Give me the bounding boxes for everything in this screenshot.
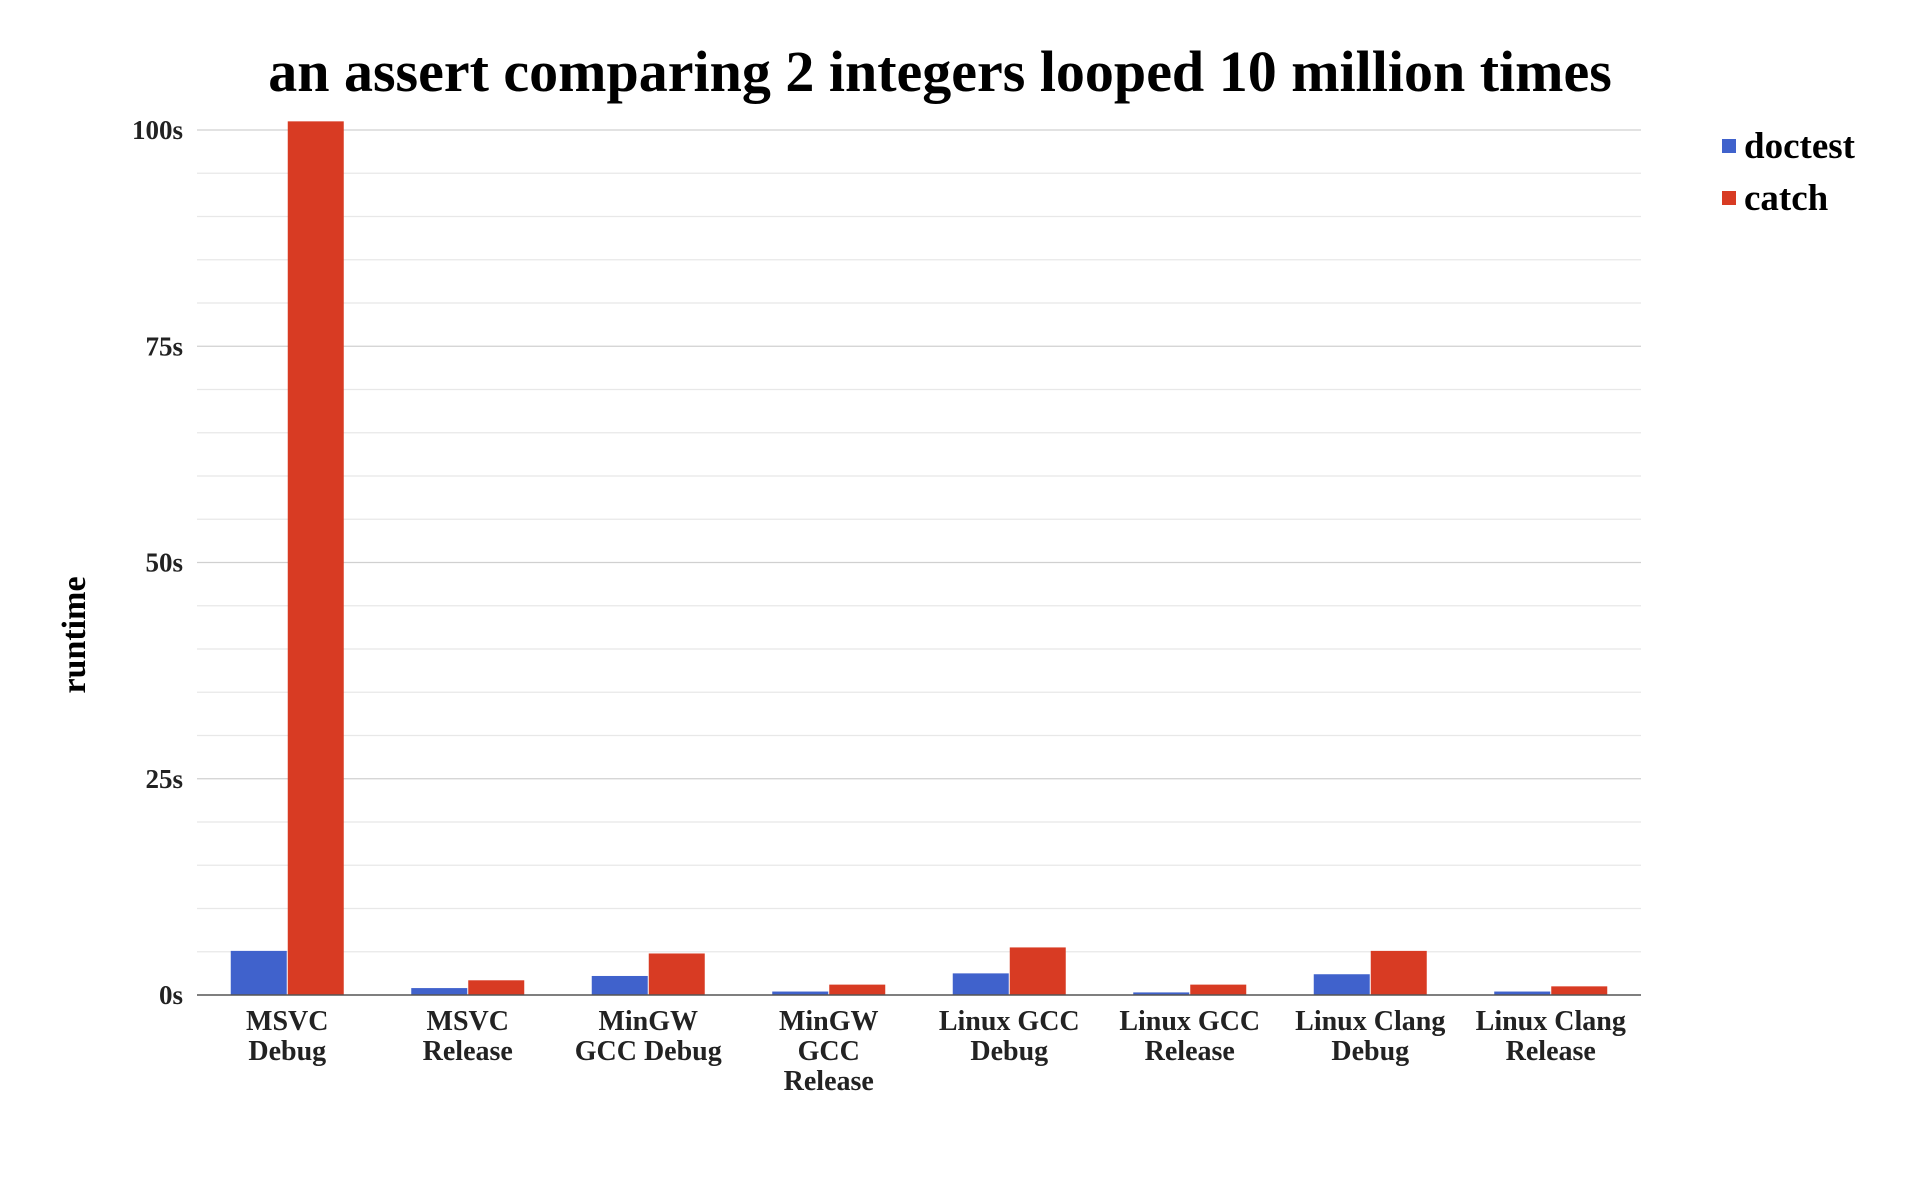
x-category-label: Linux Clang (1295, 1006, 1445, 1037)
bar-catch-1 (468, 980, 525, 995)
bar-catch-5 (1190, 984, 1247, 995)
x-category-label: Debug (970, 1036, 1048, 1067)
x-category-label: MSVC (427, 1006, 509, 1037)
x-category-label: GCC (798, 1036, 860, 1067)
bar-doctest-0 (230, 950, 287, 995)
y-tick-label: 75s (145, 331, 183, 361)
bar-doctest-7 (1494, 991, 1551, 995)
bar-doctest-4 (952, 973, 1009, 995)
x-category-label: Release (784, 1066, 874, 1097)
x-category-label: Debug (248, 1036, 326, 1067)
legend-swatch-catch (1722, 191, 1736, 205)
x-category-label: MinGW (598, 1006, 698, 1037)
x-category-label: GCC Debug (575, 1036, 722, 1067)
y-tick-label: 50s (145, 548, 183, 578)
legend-label-catch: catch (1744, 177, 1829, 219)
bar-doctest-6 (1313, 974, 1370, 995)
bar-doctest-3 (772, 991, 829, 995)
x-category-label: Release (1145, 1036, 1235, 1067)
bar-catch-0 (287, 121, 344, 996)
x-category-label: Release (1506, 1036, 1596, 1067)
chart-title: an assert comparing 2 integers looped 10… (268, 39, 1612, 104)
y-tick-label: 100s (132, 115, 183, 145)
x-category-label: Linux GCC (1119, 1006, 1260, 1037)
x-category-label: Release (423, 1036, 513, 1067)
legend-label-doctest: doctest (1744, 125, 1855, 167)
bar-catch-2 (648, 953, 705, 995)
legend-swatch-doctest (1722, 139, 1736, 153)
legend-item-catch: catch (1722, 172, 1855, 224)
y-tick-label: 25s (145, 764, 183, 794)
bar-doctest-1 (411, 988, 468, 995)
y-tick-label: 0s (159, 980, 183, 1010)
x-category-label: Linux GCC (939, 1006, 1080, 1037)
bar-catch-4 (1009, 947, 1066, 995)
legend-item-doctest: doctest (1722, 120, 1855, 172)
x-category-label: MinGW (779, 1006, 879, 1037)
bar-catch-6 (1370, 950, 1427, 995)
bar-doctest-5 (1133, 992, 1190, 995)
bar-catch-3 (829, 984, 886, 995)
bar-doctest-2 (591, 975, 648, 995)
legend: doctest catch (1722, 120, 1855, 224)
x-category-label: Linux Clang (1476, 1006, 1626, 1037)
bar-catch-7 (1551, 986, 1608, 995)
x-category-label: MSVC (246, 1006, 328, 1037)
x-category-label: Debug (1331, 1036, 1409, 1067)
